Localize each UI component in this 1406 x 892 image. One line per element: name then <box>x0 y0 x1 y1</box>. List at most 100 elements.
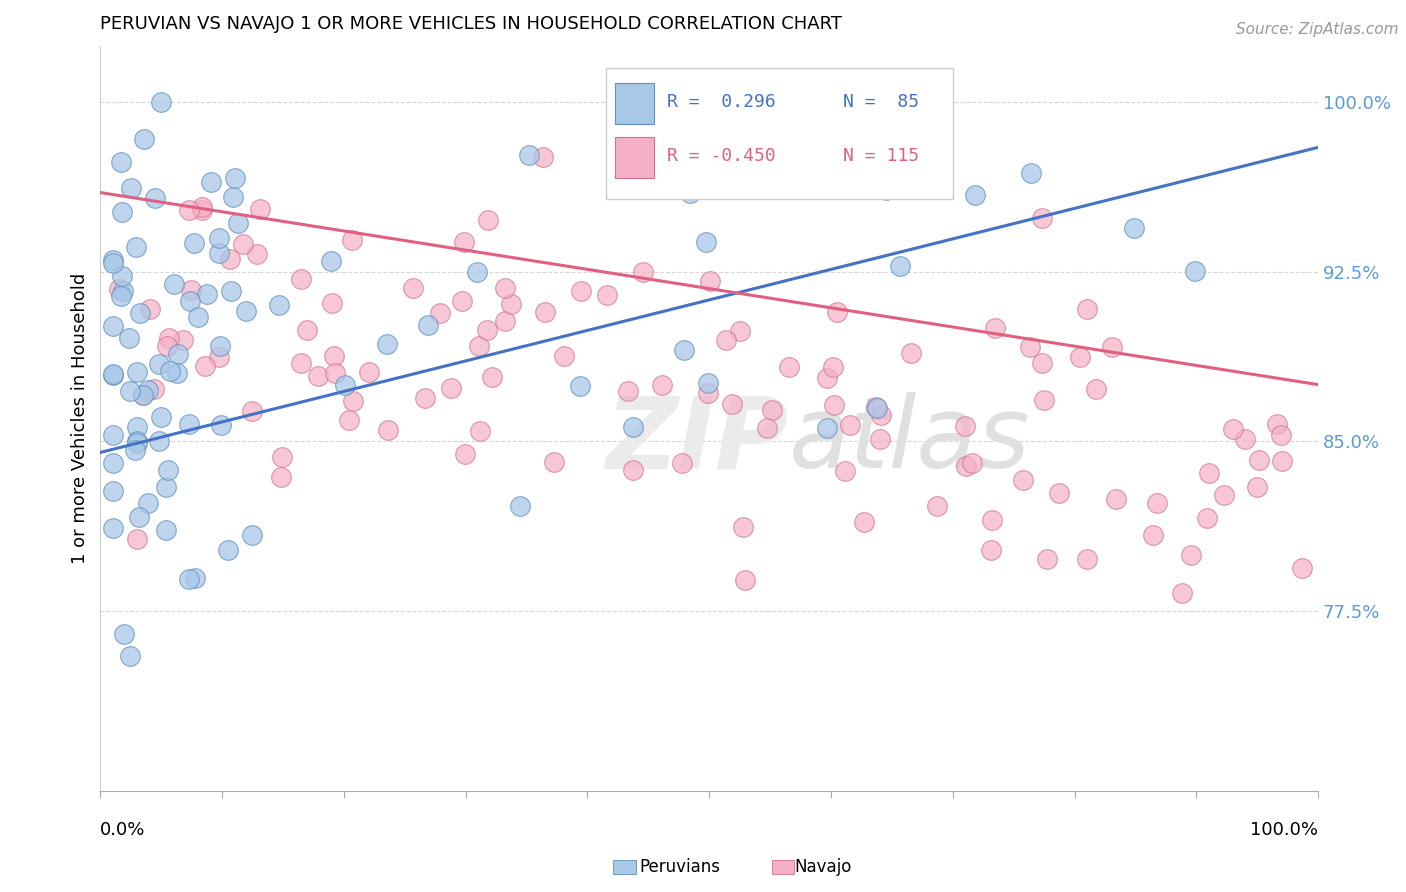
Point <box>429 306 451 320</box>
Point <box>195 287 218 301</box>
Point <box>375 336 398 351</box>
Text: R = -0.450: R = -0.450 <box>666 147 775 165</box>
Point <box>927 499 949 513</box>
Point <box>678 169 700 184</box>
Point <box>157 463 180 477</box>
Point <box>543 455 565 469</box>
Point <box>1101 340 1123 354</box>
Point <box>155 523 177 537</box>
Point <box>177 417 200 431</box>
Point <box>143 382 166 396</box>
Point <box>112 627 135 641</box>
Point <box>453 235 475 249</box>
Point <box>136 383 159 397</box>
Point <box>191 200 214 214</box>
Point <box>1036 552 1059 566</box>
Point <box>127 434 149 449</box>
Point <box>148 357 170 371</box>
Y-axis label: 1 or more Vehicles in Household: 1 or more Vehicles in Household <box>72 273 89 564</box>
Point <box>111 204 134 219</box>
Point <box>965 187 987 202</box>
Text: N = 115: N = 115 <box>844 147 920 165</box>
Bar <box>616 137 654 178</box>
Point <box>1291 561 1313 575</box>
Point <box>184 571 207 585</box>
Point <box>194 359 217 373</box>
Point <box>179 572 201 586</box>
Point <box>1265 417 1288 431</box>
Point <box>731 520 754 534</box>
Bar <box>616 83 654 124</box>
Point <box>307 368 329 383</box>
Point <box>270 470 292 484</box>
Point <box>208 231 231 245</box>
Point <box>955 459 977 474</box>
Point <box>208 246 231 260</box>
Point <box>413 392 436 406</box>
Text: Source: ZipAtlas.com: Source: ZipAtlas.com <box>1236 22 1399 37</box>
Point <box>533 305 555 319</box>
Point <box>172 333 194 347</box>
Text: PERUVIAN VS NAVAJO 1 OR MORE VEHICLES IN HOUSEHOLD CORRELATION CHART: PERUVIAN VS NAVAJO 1 OR MORE VEHICLES IN… <box>100 15 842 33</box>
Point <box>128 509 150 524</box>
Point <box>695 235 717 250</box>
Point <box>468 425 491 439</box>
Point <box>477 212 499 227</box>
Point <box>440 381 463 395</box>
Point <box>322 349 344 363</box>
Point <box>696 385 718 400</box>
Point <box>333 377 356 392</box>
Point <box>734 573 756 587</box>
Point <box>271 450 294 465</box>
Point <box>101 483 124 498</box>
Point <box>815 371 838 385</box>
Point <box>553 349 575 363</box>
Text: Navajo: Navajo <box>794 858 852 876</box>
Point <box>1270 428 1292 442</box>
Point <box>481 370 503 384</box>
Point <box>1142 528 1164 542</box>
Text: ZIP: ZIP <box>606 392 789 490</box>
Point <box>671 456 693 470</box>
Point <box>222 190 245 204</box>
Point <box>357 365 380 379</box>
Point <box>136 496 159 510</box>
Point <box>509 499 531 513</box>
Point <box>501 296 523 310</box>
Point <box>568 379 591 393</box>
Point <box>101 253 124 268</box>
Point <box>825 304 848 318</box>
Point <box>1146 496 1168 510</box>
Point <box>696 376 718 390</box>
Point <box>187 310 209 324</box>
Point <box>875 183 897 197</box>
Point <box>517 148 540 162</box>
Point <box>232 236 254 251</box>
Point <box>402 280 425 294</box>
Point <box>984 321 1007 335</box>
Point <box>240 527 263 541</box>
Point <box>127 532 149 546</box>
Point <box>1271 454 1294 468</box>
Point <box>889 259 911 273</box>
Point <box>110 155 132 169</box>
Point <box>129 306 152 320</box>
Point <box>1031 356 1053 370</box>
Point <box>321 295 343 310</box>
Point <box>778 360 800 375</box>
Point <box>134 132 156 146</box>
Point <box>865 401 887 415</box>
Point <box>342 394 364 409</box>
Point <box>337 413 360 427</box>
Point <box>823 359 845 374</box>
Point <box>621 463 644 477</box>
Text: Peruvians: Peruvians <box>640 858 721 876</box>
Point <box>981 513 1004 527</box>
Point <box>900 346 922 360</box>
Point <box>1105 491 1128 506</box>
Point <box>870 409 893 423</box>
Point <box>118 331 141 345</box>
Point <box>125 365 148 379</box>
Point <box>148 434 170 448</box>
Point <box>150 95 173 110</box>
